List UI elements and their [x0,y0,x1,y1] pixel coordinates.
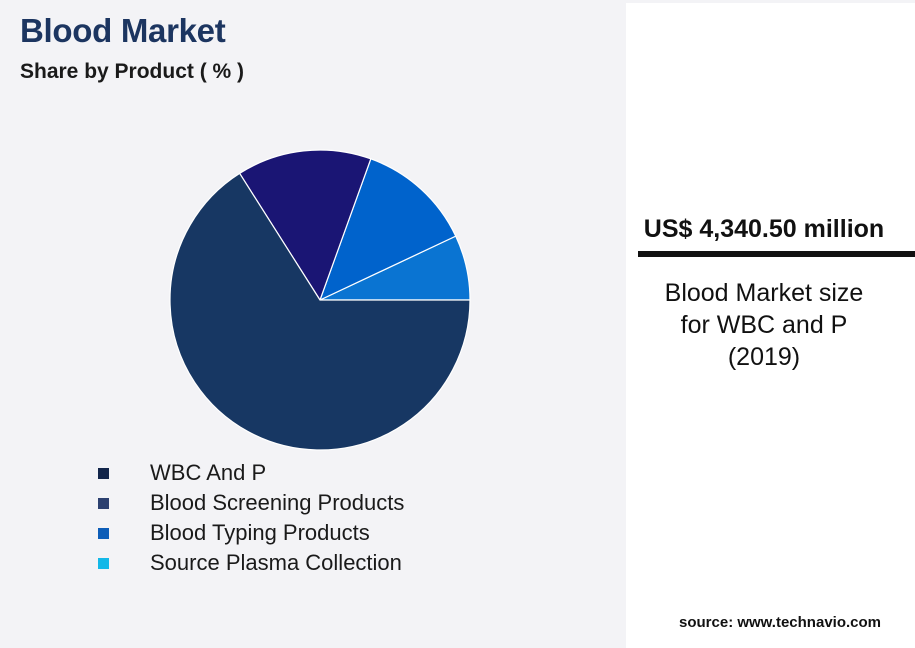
chart-subtitle: Share by Product ( % ) [20,60,245,83]
caption-line: Blood Market size [664,279,864,307]
caption-line: (2019) [727,343,801,371]
chart-title: Blood Market [20,12,226,49]
legend-item-wbc: WBC And P [98,458,404,488]
pie-slice-blood-screening-products [238,149,372,302]
divider [638,251,915,257]
caption-line: for WBC and P [680,311,848,339]
legend-swatch [98,467,109,479]
legend-swatch [98,497,109,509]
legend-label: Blood Typing Products [150,520,370,545]
market-size-value: US$ 4,340.50 million [643,215,885,243]
legend-swatch [98,557,109,569]
market-size-panel: US$ 4,340.50 million Blood Market size f… [626,3,915,648]
legend-swatch [98,527,109,539]
market-size-caption: Blood Market size for WBC and P (2019) [626,277,902,373]
source-credit: source: www.technavio.com [679,614,881,631]
legend-item-blood-screening: Blood Screening Products [98,488,404,518]
legend-item-blood-typing: Blood Typing Products [98,518,404,548]
pie-slice-wbc-and-p [169,172,471,451]
legend-label: Blood Screening Products [150,490,405,515]
pie-slice-blood-typing-products [318,158,457,302]
pie-chart [169,149,471,451]
chart-legend: WBC And P Blood Screening Products Blood… [98,458,404,578]
legend-item-source-plasma: Source Plasma Collection [98,548,404,578]
legend-label: Source Plasma Collection [150,550,402,575]
legend-label: WBC And P [150,460,267,485]
background-strip [0,578,626,648]
